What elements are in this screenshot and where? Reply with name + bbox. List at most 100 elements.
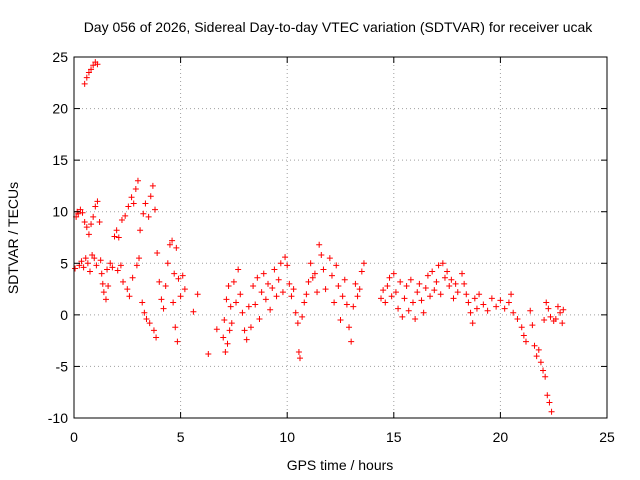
data-point: [469, 320, 476, 327]
data-points: [72, 59, 567, 415]
data-point: [296, 355, 303, 362]
axis-ticks: 0 5 10 15 20 25 -10 -5 0 5 10 15 20 25: [48, 49, 615, 445]
data-point: [134, 177, 141, 184]
data-point: [235, 266, 242, 273]
data-point: [514, 315, 521, 322]
data-point: [88, 66, 95, 73]
data-point: [94, 198, 101, 205]
grid-lines: [74, 57, 607, 418]
data-point: [418, 297, 425, 304]
data-point: [510, 309, 517, 316]
data-point: [529, 322, 536, 329]
x-tick-label: 20: [493, 429, 509, 445]
data-point: [267, 306, 274, 313]
data-point: [473, 305, 480, 312]
data-point: [480, 301, 487, 308]
data-point: [141, 309, 148, 316]
data-point: [435, 262, 442, 269]
data-point: [147, 193, 154, 200]
data-point: [213, 326, 220, 333]
data-point: [541, 317, 548, 324]
data-point: [98, 270, 105, 277]
data-point: [243, 336, 250, 343]
data-point: [93, 262, 100, 269]
data-point: [405, 307, 412, 314]
data-point: [265, 280, 272, 287]
data-point: [154, 249, 161, 256]
y-tick-label: 15: [52, 152, 68, 168]
data-point: [518, 324, 525, 331]
data-point: [547, 313, 554, 320]
data-point: [258, 289, 265, 296]
data-point: [352, 280, 359, 287]
data-point: [488, 295, 495, 302]
data-point: [77, 206, 84, 213]
data-point: [560, 306, 567, 313]
data-point: [86, 268, 93, 275]
data-point: [245, 303, 252, 310]
data-point: [390, 270, 397, 277]
x-tick-label: 5: [177, 429, 185, 445]
chart-title: Day 056 of 2026, Sidereal Day-to-day VTE…: [84, 19, 594, 35]
data-point: [173, 244, 180, 251]
data-point: [153, 334, 160, 341]
data-point: [128, 194, 135, 201]
data-point: [262, 296, 269, 303]
data-point: [433, 278, 440, 285]
x-tick-label: 10: [279, 429, 295, 445]
data-point: [113, 227, 120, 234]
data-point: [424, 272, 431, 279]
data-point: [288, 293, 295, 300]
data-point: [341, 276, 348, 283]
data-point: [335, 282, 342, 289]
data-point: [226, 327, 233, 334]
data-point: [140, 210, 147, 217]
data-point: [290, 286, 297, 293]
data-point: [156, 278, 163, 285]
data-point: [181, 286, 188, 293]
data-point: [105, 282, 112, 289]
data-point: [328, 272, 335, 279]
data-point: [542, 373, 549, 380]
data-point: [316, 241, 323, 248]
data-point: [354, 293, 361, 300]
data-point: [158, 296, 165, 303]
data-point: [557, 309, 564, 316]
data-point: [91, 255, 98, 262]
data-point: [162, 282, 169, 289]
data-point: [388, 293, 395, 300]
data-point: [146, 320, 153, 327]
data-point: [333, 262, 340, 269]
data-point: [382, 299, 389, 306]
data-point: [493, 303, 500, 310]
data-point: [358, 268, 365, 275]
data-point: [360, 260, 367, 267]
data-point: [465, 299, 472, 306]
data-point: [444, 268, 451, 275]
data-point: [303, 291, 310, 298]
data-point: [346, 324, 353, 331]
data-point: [414, 289, 421, 296]
data-point: [78, 258, 85, 265]
data-point: [85, 69, 92, 76]
data-point: [520, 332, 527, 339]
data-point: [222, 348, 229, 355]
data-point: [545, 305, 552, 312]
data-point: [282, 254, 289, 261]
data-point: [114, 267, 121, 274]
data-point: [83, 74, 90, 81]
data-point: [227, 303, 234, 310]
data-point: [169, 237, 176, 244]
data-point: [221, 317, 228, 324]
data-point: [89, 252, 96, 259]
x-tick-label: 0: [70, 429, 78, 445]
data-point: [117, 262, 124, 269]
data-point: [72, 265, 79, 272]
x-axis-label: GPS time / hours: [287, 457, 394, 473]
data-point: [337, 317, 344, 324]
data-point: [254, 274, 261, 281]
data-point: [230, 278, 237, 285]
data-point: [429, 268, 436, 275]
y-tick-label: 20: [52, 101, 68, 117]
